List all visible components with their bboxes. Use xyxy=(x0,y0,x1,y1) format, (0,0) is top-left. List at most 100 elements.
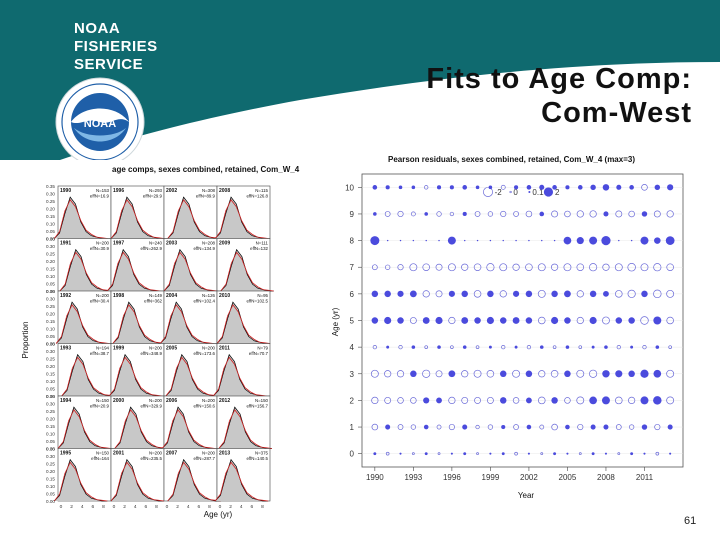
residual-bubble-positive xyxy=(475,185,480,190)
age-comp-panel-year: 1997 xyxy=(113,241,124,247)
residual-bubble-positive xyxy=(435,316,443,325)
residuals-y-tick-label: 9 xyxy=(350,210,355,219)
age-comp-panel-effn: effN=348.9 xyxy=(140,351,162,356)
age-comp-x-tick-label: 4 xyxy=(240,504,243,510)
residual-bubble-positive xyxy=(629,185,634,190)
residual-bubble-negative xyxy=(550,263,559,271)
residual-bubble-negative xyxy=(666,289,675,298)
age-comp-x-tick-label: 2 xyxy=(123,504,126,510)
age-comp-panel-n: N=95 xyxy=(257,293,268,298)
residual-bubble-positive xyxy=(541,239,543,242)
age-comp-y-tick-label: 0.25 xyxy=(46,304,55,309)
residual-bubble-positive xyxy=(553,239,556,242)
residuals-y-tick-label: 3 xyxy=(350,370,355,379)
legend-label: 0.1 xyxy=(532,188,544,197)
residual-bubble-positive xyxy=(526,397,532,404)
residuals-y-tick-label: 1 xyxy=(350,423,355,432)
residual-bubble-positive xyxy=(601,235,611,246)
residual-bubble-positive xyxy=(371,290,379,298)
age-comp-y-tick-label: 0.20 xyxy=(46,259,55,264)
residual-bubble-positive xyxy=(591,345,595,349)
residual-bubble-positive xyxy=(669,452,672,455)
age-comp-observed-area xyxy=(164,249,217,291)
residual-bubble-positive xyxy=(589,316,597,325)
residual-bubble-positive xyxy=(436,185,442,190)
age-comp-y-tick-label: 0.15 xyxy=(46,214,55,219)
residual-bubble-positive xyxy=(667,184,674,191)
residual-bubble-negative xyxy=(424,345,429,349)
residual-bubble-negative xyxy=(525,263,533,271)
age-comp-panel-year: 2000 xyxy=(113,398,124,404)
residuals-y-tick-label: 6 xyxy=(350,290,355,299)
residual-bubble-negative xyxy=(473,369,482,378)
pearson-residuals-chart: Pearson residuals, sexes combined, retai… xyxy=(330,152,692,504)
residual-bubble-negative xyxy=(450,345,454,349)
age-comp-expected-line xyxy=(110,461,165,502)
residuals-y-tick-label: 7 xyxy=(350,263,355,272)
residual-bubble-negative xyxy=(461,396,469,404)
age-comp-y-tick-label: 0.30 xyxy=(46,454,55,459)
residual-bubble-positive xyxy=(565,424,570,430)
residual-bubble-positive xyxy=(601,396,610,405)
age-comp-panel-n: N=293 xyxy=(149,188,163,193)
residual-bubble-positive xyxy=(412,239,415,242)
residual-bubble-positive xyxy=(630,345,634,349)
residual-bubble-negative xyxy=(540,452,544,456)
residual-bubble-positive xyxy=(654,237,661,244)
residual-bubble-negative xyxy=(473,290,482,298)
residual-bubble-negative xyxy=(397,397,404,404)
residual-bubble-positive xyxy=(373,452,377,456)
age-comp-panel-n: N=149 xyxy=(149,293,163,298)
residual-bubble-positive xyxy=(372,185,378,190)
age-comp-observed-area xyxy=(107,249,161,291)
teal-header-band xyxy=(0,0,720,160)
residual-bubble-positive xyxy=(630,452,634,456)
legend-bubble-positive xyxy=(528,190,531,194)
age-comp-panel-effn: effN=164 xyxy=(91,456,109,461)
residual-bubble-negative xyxy=(384,211,391,217)
residual-bubble-negative xyxy=(589,369,598,378)
legend-label: 2 xyxy=(555,188,560,197)
residual-bubble-negative xyxy=(512,369,520,378)
residual-bubble-positive xyxy=(667,424,673,430)
residual-bubble-positive xyxy=(525,370,533,378)
residuals-y-tick-label: 5 xyxy=(350,317,355,326)
residual-bubble-positive xyxy=(499,317,507,324)
residual-bubble-positive xyxy=(499,370,507,378)
residual-bubble-negative xyxy=(513,211,519,217)
age-comp-y-tick-label: 0.15 xyxy=(46,424,55,429)
residual-bubble-positive xyxy=(385,185,390,190)
residual-bubble-positive xyxy=(486,316,494,325)
residual-bubble-negative xyxy=(602,263,610,271)
residual-bubble-negative xyxy=(538,370,546,378)
residual-bubble-negative xyxy=(397,424,404,430)
residual-bubble-positive xyxy=(539,345,544,349)
residual-bubble-negative xyxy=(551,210,559,218)
age-comp-y-tick-label: 0.05 xyxy=(46,282,55,287)
residual-bubble-negative xyxy=(537,316,546,325)
residual-bubble-positive xyxy=(553,452,557,456)
residual-bubble-positive xyxy=(424,452,428,456)
age-comp-panel-n: N=200 xyxy=(149,398,163,403)
age-comp-x-tick-label: 0 xyxy=(113,504,116,510)
age-comp-x-tick-label: 8 xyxy=(102,504,105,510)
residuals-x-tick-label: 1999 xyxy=(482,473,500,482)
age-comp-panel-year: 1990 xyxy=(60,188,71,194)
noaa-seal-logo: NOAA xyxy=(55,77,145,167)
residual-bubble-positive xyxy=(653,396,662,405)
residual-bubble-positive xyxy=(385,424,391,430)
residual-bubble-negative xyxy=(578,345,583,349)
residual-bubble-negative xyxy=(396,370,405,378)
residual-bubble-negative xyxy=(437,452,441,456)
age-comp-panel-n: N=194 xyxy=(96,346,110,351)
age-comp-panel-year: 1992 xyxy=(60,293,71,299)
residual-bubble-positive xyxy=(603,211,609,217)
residual-bubble-negative xyxy=(627,263,636,272)
residual-bubble-negative xyxy=(371,264,378,271)
